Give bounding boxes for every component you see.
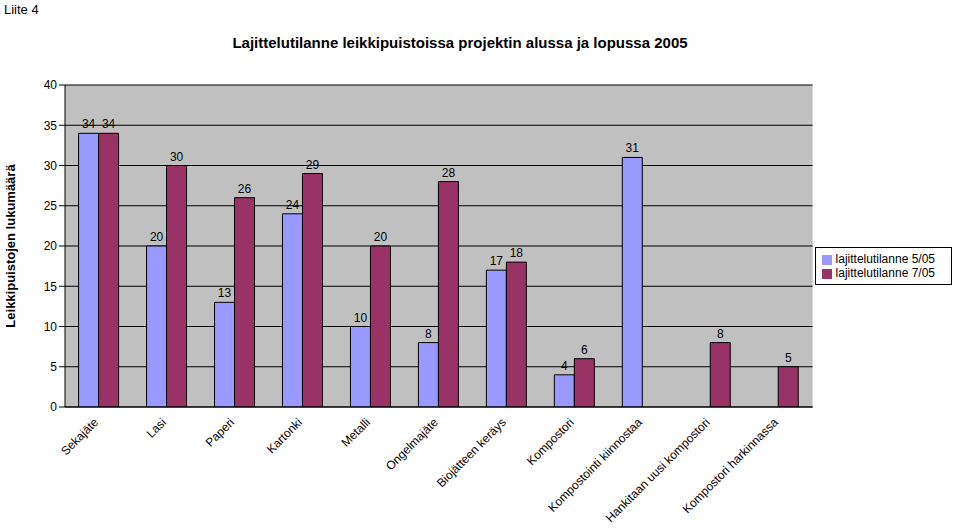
svg-text:17: 17 [490,254,504,268]
svg-text:26: 26 [238,182,252,196]
svg-text:Biojätteen keräys: Biojätteen keräys [434,415,509,490]
svg-text:Sekajäte: Sekajäte [58,415,101,458]
svg-text:Kartonki: Kartonki [264,415,305,456]
svg-text:8: 8 [717,327,724,341]
svg-text:Metalli: Metalli [339,415,373,449]
svg-text:29: 29 [306,158,320,172]
svg-text:31: 31 [626,141,640,155]
svg-text:10: 10 [44,320,58,334]
svg-text:30: 30 [44,159,58,173]
html-text:Lajittelutilanne leikkipuistoi: Lajittelutilanne leikkipuistoissa projek… [232,34,688,51]
svg-text:18: 18 [510,246,524,260]
svg-text:24: 24 [286,198,300,212]
svg-text:5: 5 [785,351,792,365]
svg-text:20: 20 [374,230,388,244]
svg-text:5: 5 [50,360,57,374]
svg-text:0: 0 [50,400,57,414]
svg-text:28: 28 [442,166,456,180]
svg-text:4: 4 [561,359,568,373]
svg-text:40: 40 [44,78,58,92]
svg-text:Hankitaan uusi kompostori: Hankitaan uusi kompostori [602,415,713,526]
svg-text:34: 34 [82,117,96,131]
html-text:Liite 4: Liite 4 [4,2,39,17]
svg-text:Leikkipuistojen lukumäärä: Leikkipuistojen lukumäärä [8,164,18,328]
svg-text:6: 6 [581,343,588,357]
svg-text:15: 15 [44,280,58,294]
svg-text:13: 13 [218,286,232,300]
svg-text:Kompostori: Kompostori [524,415,577,468]
svg-text:Paperi: Paperi [203,415,237,449]
svg-text:30: 30 [170,150,184,164]
svg-text:10: 10 [354,311,368,325]
svg-text:35: 35 [44,119,58,133]
svg-text:Kompostointi kiinnostaa: Kompostointi kiinnostaa [545,415,645,515]
svg-text:Kompostori harkinnassa: Kompostori harkinnassa [680,415,781,516]
svg-text:20: 20 [44,239,58,253]
svg-text:8: 8 [425,327,432,341]
svg-text:20: 20 [150,230,164,244]
html-text:lajittelutilanne 7/05: lajittelutilanne 7/05 [835,266,935,280]
svg-text:25: 25 [44,199,58,213]
svg-text:Lasi: Lasi [144,415,169,440]
svg-text:Ongelmajäte: Ongelmajäte [383,415,441,473]
svg-text:34: 34 [102,117,116,131]
html-text:lajittelutilanne 5/05: lajittelutilanne 5/05 [835,252,935,266]
